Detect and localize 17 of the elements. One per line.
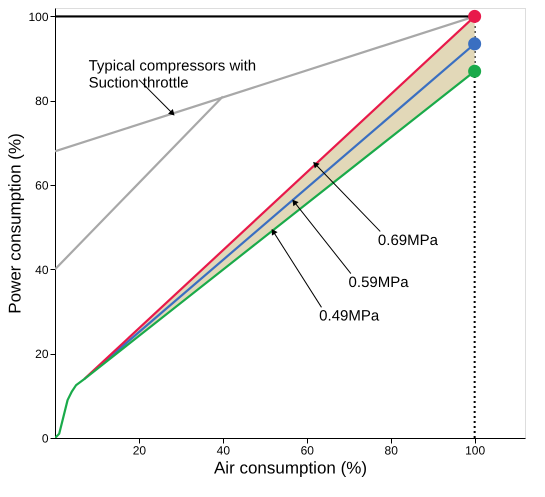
x-tick-label: 20 bbox=[132, 444, 146, 458]
x-tick-label: 100 bbox=[465, 444, 486, 458]
y-axis-title: Power consumption (%) bbox=[5, 133, 24, 314]
y-tick-label: 100 bbox=[28, 10, 49, 24]
y-tick-label: 20 bbox=[35, 347, 49, 362]
y-tick-label: 60 bbox=[35, 178, 49, 193]
y-tick-label: 80 bbox=[35, 94, 49, 108]
annotation: 0.49MPa bbox=[319, 308, 380, 325]
x-tick-label: 40 bbox=[216, 444, 230, 458]
annotation: Typical compressors with Suction throttle bbox=[88, 57, 256, 92]
x-tick-label: 80 bbox=[384, 444, 398, 458]
y-tick-label: 0 bbox=[42, 432, 49, 446]
x-tick-label: 60 bbox=[300, 444, 314, 458]
annotation: 0.59MPa bbox=[348, 274, 410, 292]
x-axis-title: Air consumption (%) bbox=[214, 458, 368, 478]
annotation: 0.69MPa bbox=[378, 232, 439, 249]
y-tick-label: 40 bbox=[35, 262, 49, 277]
